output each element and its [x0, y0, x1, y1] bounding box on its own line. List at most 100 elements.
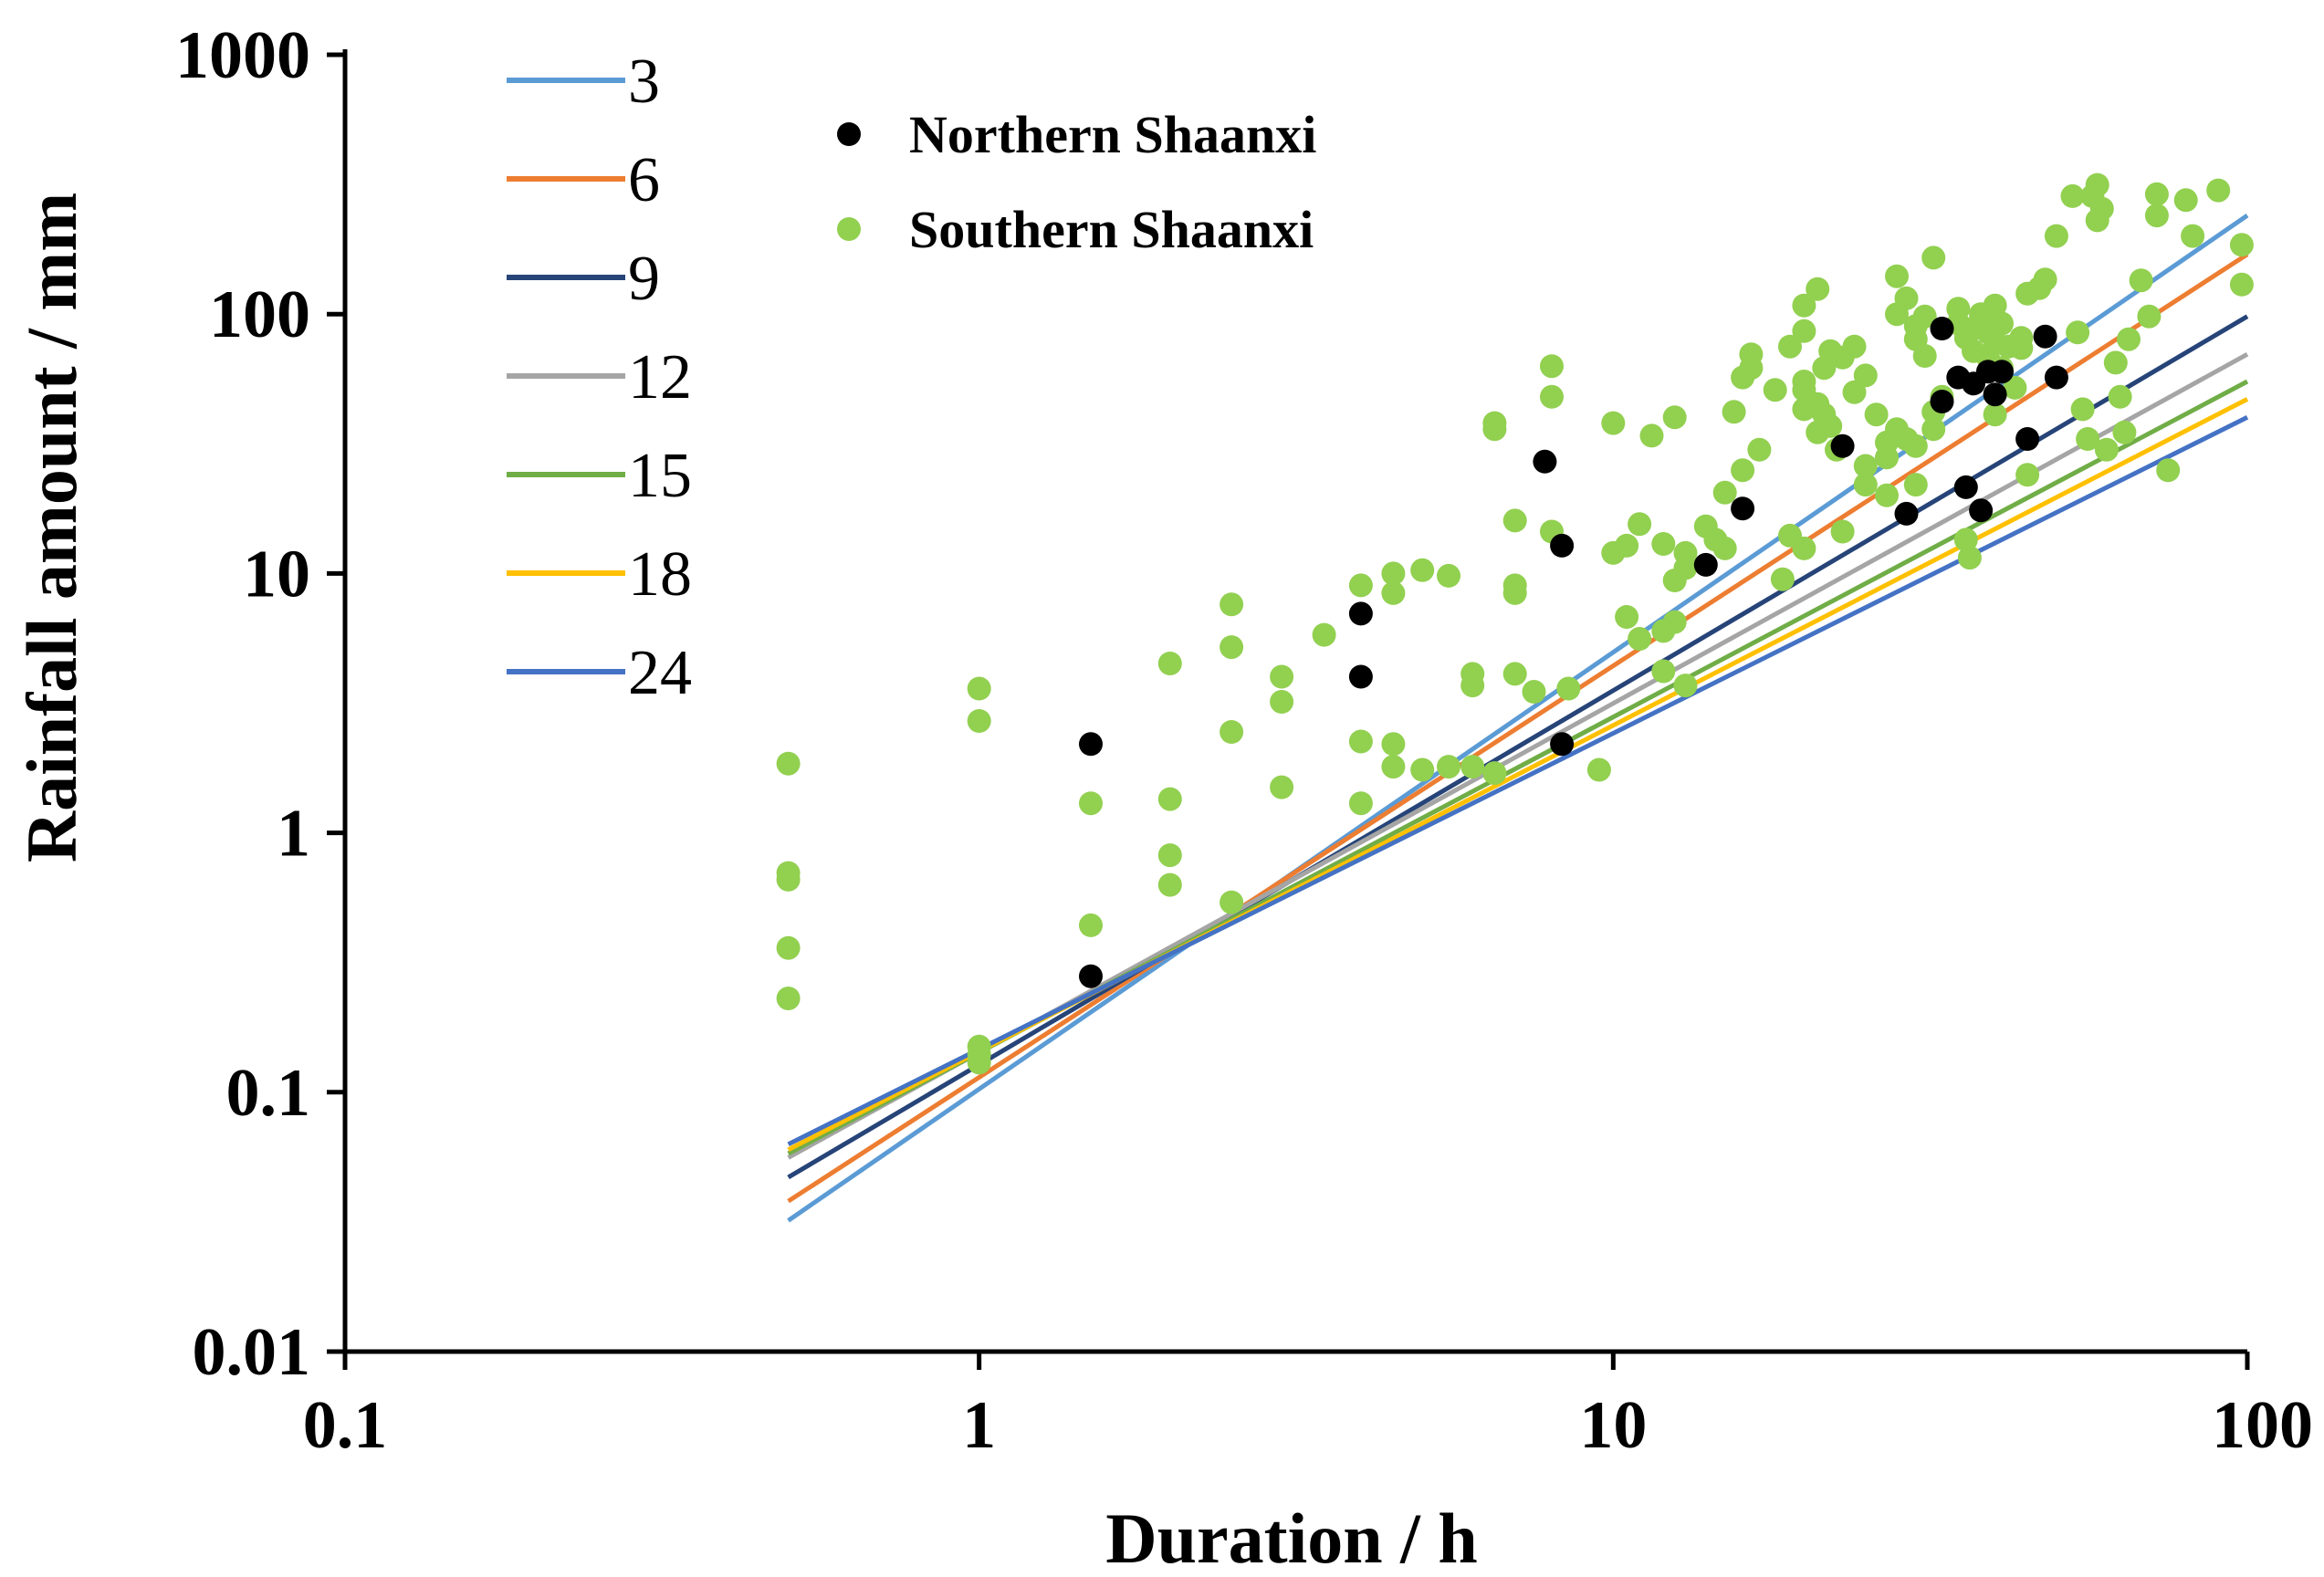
southern-shaanxi-point	[1739, 356, 1764, 381]
southern-shaanxi-point	[2103, 350, 2128, 375]
y-tick-label: 10	[243, 537, 310, 611]
southern-shaanxi-point	[1079, 913, 1103, 937]
southern-shaanxi-point	[1651, 532, 1676, 556]
southern-shaanxi-point	[1830, 519, 1855, 544]
southern-shaanxi-point	[2229, 233, 2254, 257]
southern-shaanxi-point	[1079, 791, 1103, 816]
x-tick-label: 0.1	[303, 1388, 388, 1463]
northern-shaanxi-point	[2033, 324, 2057, 349]
legend-label-24: 24	[628, 638, 692, 708]
southern-shaanxi-point	[1792, 536, 1816, 560]
southern-shaanxi-point	[2117, 327, 2141, 351]
northern-shaanxi-point	[1990, 360, 2014, 384]
southern-shaanxi-point	[1885, 264, 1909, 288]
southern-shaanxi-point	[1556, 676, 1581, 701]
southern-shaanxi-point	[1381, 561, 1406, 586]
southern-shaanxi-point	[1875, 483, 1899, 507]
northern-shaanxi-point	[1930, 390, 1954, 413]
southern-shaanxi-point	[1673, 674, 1698, 698]
southern-shaanxi-point	[1220, 592, 1244, 617]
southern-shaanxi-point	[1502, 662, 1527, 686]
southern-shaanxi-point	[1712, 480, 1737, 505]
southern-shaanxi-point	[2173, 188, 2198, 213]
southern-shaanxi-point	[1157, 843, 1182, 868]
southern-shaanxi-point	[1712, 536, 1737, 560]
southern-shaanxi-point	[1460, 674, 1485, 698]
southern-shaanxi-point	[1818, 413, 1843, 438]
line-legend: 3 6 9 12 15 18 24	[507, 47, 692, 708]
southern-shaanxi-point	[1601, 411, 1626, 435]
southern-shaanxi-point	[776, 935, 801, 960]
northern-shaanxi-point	[1830, 433, 1855, 458]
southern-shaanxi-point	[776, 867, 801, 892]
southern-shaanxi-point	[1806, 277, 1830, 301]
southern-shaanxi-point	[1615, 605, 1639, 629]
southern-shaanxi-point	[1348, 791, 1373, 816]
southern-shaanxi-point	[1270, 664, 1294, 689]
southern-shaanxi-point	[1540, 384, 1564, 409]
southern-shaanxi-point	[1348, 729, 1373, 754]
legend-label-southern-shaanxi: Southern Shaanxi	[909, 200, 1314, 259]
southern-shaanxi-point	[1220, 720, 1244, 744]
southern-shaanxi-point	[2144, 182, 2169, 206]
northern-shaanxi-point	[1533, 449, 1557, 474]
southern-shaanxi-point	[2108, 384, 2132, 409]
southern-shaanxi-point	[1348, 573, 1373, 598]
southern-shaanxi-point	[1482, 761, 1507, 786]
southern-shaanxi-point	[1628, 627, 1652, 651]
southern-shaanxi-point	[1615, 533, 1639, 558]
southern-shaanxi-point	[2076, 427, 2100, 451]
southern-shaanxi-point	[1842, 380, 1867, 404]
northern-shaanxi-point	[1983, 382, 2007, 407]
trend-line-24	[787, 415, 2249, 1147]
northern-shaanxi-point	[1731, 496, 1755, 521]
northern-shaanxi-point	[1969, 498, 1994, 523]
southern-shaanxi-point	[1853, 473, 1878, 497]
northern-shaanxi-point	[1079, 732, 1103, 757]
southern-shaanxi-point	[2112, 420, 2137, 444]
northern-shaanxi-point	[2044, 365, 2068, 390]
southern-shaanxi-point	[1639, 423, 1664, 448]
southern-shaanxi-point	[2094, 437, 2119, 462]
southern-shaanxi-point	[2129, 268, 2153, 293]
legend-label-9: 9	[628, 244, 660, 314]
southern-shaanxi-point	[1220, 635, 1244, 660]
southern-shaanxi-point	[2070, 397, 2095, 422]
x-tick-label: 100	[2212, 1388, 2313, 1463]
southern-shaanxi-point	[1770, 567, 1795, 591]
southern-shaanxi-point	[1792, 293, 1816, 318]
southern-shaanxi-point	[1502, 508, 1527, 533]
northern-shaanxi-point	[1079, 964, 1103, 988]
southern-shaanxi-point	[2144, 204, 2169, 228]
legend-label-15: 15	[628, 441, 692, 511]
southern-shaanxi-point	[967, 1050, 991, 1075]
southern-shaanxi-point	[1651, 659, 1676, 684]
southern-shaanxi-point	[2060, 183, 2085, 208]
southern-shaanxi-point	[967, 709, 991, 733]
southern-shaanxi-point	[1953, 527, 1978, 552]
southern-shaanxi-point	[2085, 172, 2109, 197]
southern-shaanxi-point	[1903, 433, 1928, 458]
southern-shaanxi-point	[2066, 320, 2090, 345]
x-tick-label: 1	[962, 1388, 996, 1463]
northern-shaanxi-point	[1953, 475, 1978, 499]
legend-marker-southern-shaanxi	[837, 217, 861, 241]
southern-shaanxi-point	[1763, 378, 1787, 402]
northern-shaanxi-point	[1930, 317, 1954, 340]
southern-shaanxi-point	[1792, 319, 1816, 343]
southern-shaanxi-point	[1157, 787, 1182, 811]
southern-shaanxi-point	[1983, 402, 2007, 427]
trend-lines	[787, 214, 2249, 1223]
southern-shaanxi-point	[1410, 558, 1435, 582]
series-legend: Northern Shaanxi Southern Shaanxi	[837, 105, 1316, 259]
southern-shaanxi-point	[1628, 512, 1652, 537]
y-tick-label: 1	[277, 797, 310, 872]
southern-shaanxi-point	[1662, 610, 1687, 634]
southern-shaanxi-point	[1912, 304, 1937, 329]
southern-shaanxi-point	[2181, 224, 2205, 248]
southern-shaanxi-point	[2089, 196, 2114, 221]
southern-shaanxi-point	[1842, 334, 1867, 359]
southern-shaanxi-point	[1983, 293, 2007, 318]
southern-shaanxi-point	[1157, 872, 1182, 897]
